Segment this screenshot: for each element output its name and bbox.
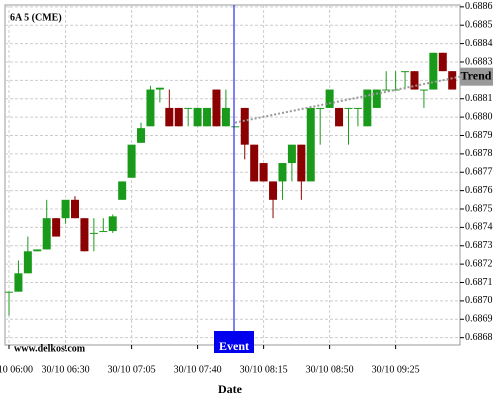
x-axis-label: Date: [218, 382, 243, 396]
x-tick-label: 30/10 06:30: [42, 364, 90, 375]
candle-body: [353, 107, 362, 109]
candle-body: [221, 107, 230, 127]
y-tick-label: 0.6883: [465, 56, 493, 67]
candle-body: [42, 218, 51, 250]
y-tick-label: 0.6873: [465, 240, 493, 251]
candle-body: [429, 52, 438, 90]
candle-body: [155, 87, 164, 90]
candle-body: [80, 218, 89, 252]
y-tick-label: 0.6877: [465, 167, 493, 178]
trend-label-box: [460, 67, 493, 86]
candle-body: [174, 107, 183, 127]
y-tick-label: 0.6886: [465, 1, 493, 12]
candle-body: [52, 218, 61, 237]
candle-body: [203, 107, 212, 127]
candle-body: [316, 107, 325, 109]
y-tick-label: 0.6872: [465, 258, 493, 269]
chart-title: 6A 5 (CME): [10, 12, 62, 23]
candle-body: [325, 89, 334, 108]
x-tick-label: 30/10 06:00: [0, 364, 33, 375]
candle-body: [401, 71, 410, 73]
candle-body: [419, 89, 428, 91]
candle-body: [278, 163, 287, 182]
candle-body: [335, 107, 344, 127]
y-tick-label: 0.6868: [465, 332, 493, 343]
y-tick-label: 0.6871: [465, 277, 493, 288]
candle-body: [240, 107, 249, 145]
candle-body: [193, 107, 202, 127]
y-tick-label: 0.6870: [465, 295, 493, 306]
candle-body: [259, 163, 268, 182]
candle-body: [165, 107, 174, 127]
y-tick-label: 0.6869: [465, 314, 493, 325]
candle-body: [382, 89, 391, 91]
candle-body: [146, 89, 155, 127]
candle-body: [363, 89, 372, 127]
event-label-box: [214, 331, 254, 353]
y-tick-label: 0.6876: [465, 185, 493, 196]
watermark: www.delkos.com: [14, 343, 86, 354]
candle-body: [108, 216, 117, 232]
y-tick-label: 0.6880: [465, 111, 493, 122]
candle-body: [410, 71, 419, 90]
candle-body: [137, 128, 146, 143]
candle-body: [89, 232, 98, 234]
x-tick-label: 30/10 09:25: [372, 364, 420, 375]
candle-body: [5, 291, 13, 293]
y-tick-label: 0.6884: [465, 38, 493, 49]
x-tick-label: 30/10 08:50: [306, 364, 354, 375]
y-tick-label: 0.6879: [465, 130, 493, 141]
event-label: Event: [219, 339, 249, 353]
candle-body: [448, 71, 457, 90]
candle-body: [61, 199, 70, 219]
candle-body: [184, 107, 193, 109]
x-tick-label: 30/10 07:05: [108, 364, 156, 375]
trend-label: Trend: [461, 68, 492, 82]
candle-body: [372, 89, 381, 108]
candle-body: [71, 199, 80, 219]
candle-body: [118, 181, 127, 200]
candle-body: [391, 89, 400, 91]
candle-body: [33, 249, 42, 252]
plot-area: [4, 4, 461, 346]
y-tick-label: 0.6885: [465, 20, 493, 31]
y-tick-label: 0.6874: [465, 222, 493, 233]
x-tick-label: 30/10 08:15: [240, 364, 288, 375]
candle-body: [297, 144, 306, 182]
candle-body: [99, 231, 108, 233]
x-tick-label: 30/10 07:40: [174, 364, 222, 375]
candle-body: [250, 144, 259, 182]
candle-body: [231, 126, 240, 128]
y-tick-label: 0.6878: [465, 148, 493, 159]
candle-body: [287, 144, 296, 164]
candle-body: [438, 52, 447, 72]
candle-body: [14, 273, 23, 292]
y-tick-label: 0.6875: [465, 203, 493, 214]
candle-body: [306, 107, 315, 182]
candle-body: [344, 107, 353, 109]
candle-body: [269, 181, 278, 200]
candle-body: [127, 144, 136, 178]
candle-body: [23, 251, 32, 274]
y-tick-label: 0.6881: [465, 93, 493, 104]
candle-body: [212, 89, 221, 127]
